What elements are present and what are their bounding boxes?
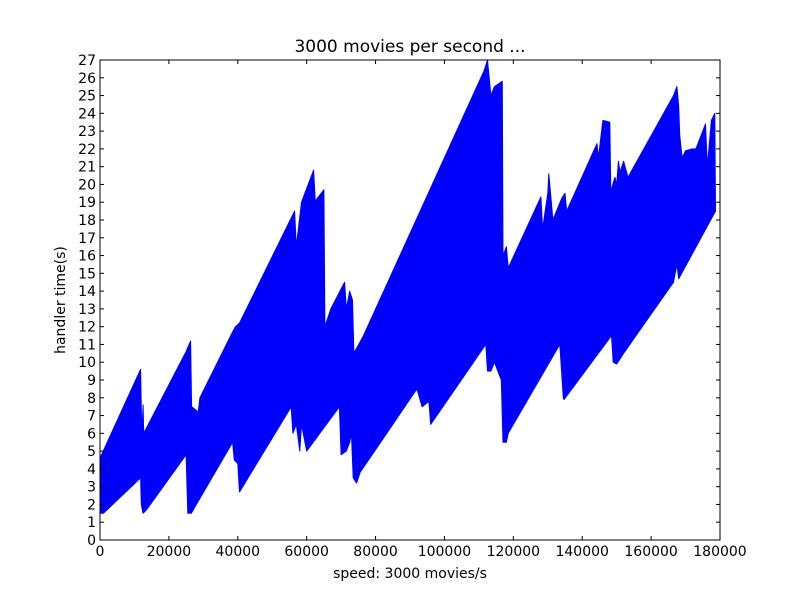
- x-axis-label: speed: 3000 movies/s: [333, 566, 487, 582]
- y-tick-label: 20: [78, 177, 96, 193]
- y-tick-label: 15: [78, 266, 96, 282]
- y-tick-label: 11: [78, 337, 96, 353]
- y-tick-label: 17: [78, 231, 96, 247]
- y-tick-label: 24: [78, 106, 96, 122]
- y-tick-label: 5: [87, 444, 96, 460]
- y-tick-label: 18: [78, 213, 96, 229]
- x-tick-label: 0: [96, 544, 105, 560]
- series-band-0: [99, 59, 716, 514]
- y-tick-label: 23: [78, 124, 96, 140]
- y-tick-label: 3: [87, 480, 96, 496]
- series-layer: [99, 59, 716, 514]
- y-tick-label: 1: [87, 515, 96, 531]
- y-tick-label: 8: [87, 391, 96, 407]
- x-tick-label: 20000: [147, 544, 192, 560]
- y-tick-label: 0: [87, 533, 96, 549]
- x-tick-label: 40000: [216, 544, 261, 560]
- y-axis-label: handler time(s): [53, 246, 69, 354]
- x-tick-label: 160000: [624, 544, 677, 560]
- y-tick-label: 27: [78, 53, 96, 69]
- y-tick-label: 16: [78, 249, 96, 265]
- x-tick-label: 180000: [693, 544, 746, 560]
- x-tick-label: 80000: [353, 544, 398, 560]
- y-tick-label: 6: [87, 426, 96, 442]
- y-tick-label: 10: [78, 355, 96, 371]
- y-tick-label: 22: [78, 142, 96, 158]
- y-tick-label: 26: [78, 71, 96, 87]
- y-tick-label: 13: [78, 302, 96, 318]
- y-tick-label: 4: [87, 462, 96, 478]
- x-tick-label: 60000: [284, 544, 329, 560]
- ticks-layer: 0 20000 40000 60000 80000 100000 120000 140000 1…: [78, 53, 747, 560]
- plot-frame: [99, 59, 721, 541]
- y-tick-label: 12: [78, 320, 96, 336]
- x-tick-label: 100000: [418, 544, 471, 560]
- y-tick-label: 9: [87, 373, 96, 389]
- y-tick-label: 2: [87, 497, 96, 513]
- x-tick-label: 120000: [487, 544, 540, 560]
- y-tick-label: 14: [78, 284, 96, 300]
- chart-title: 3000 movies per second ...: [294, 37, 525, 57]
- y-tick-label: 7: [87, 409, 96, 425]
- y-tick-label: 25: [78, 89, 96, 105]
- x-tick-label: 140000: [555, 544, 608, 560]
- y-tick-label: 21: [78, 160, 96, 176]
- y-tick-label: 19: [78, 195, 96, 211]
